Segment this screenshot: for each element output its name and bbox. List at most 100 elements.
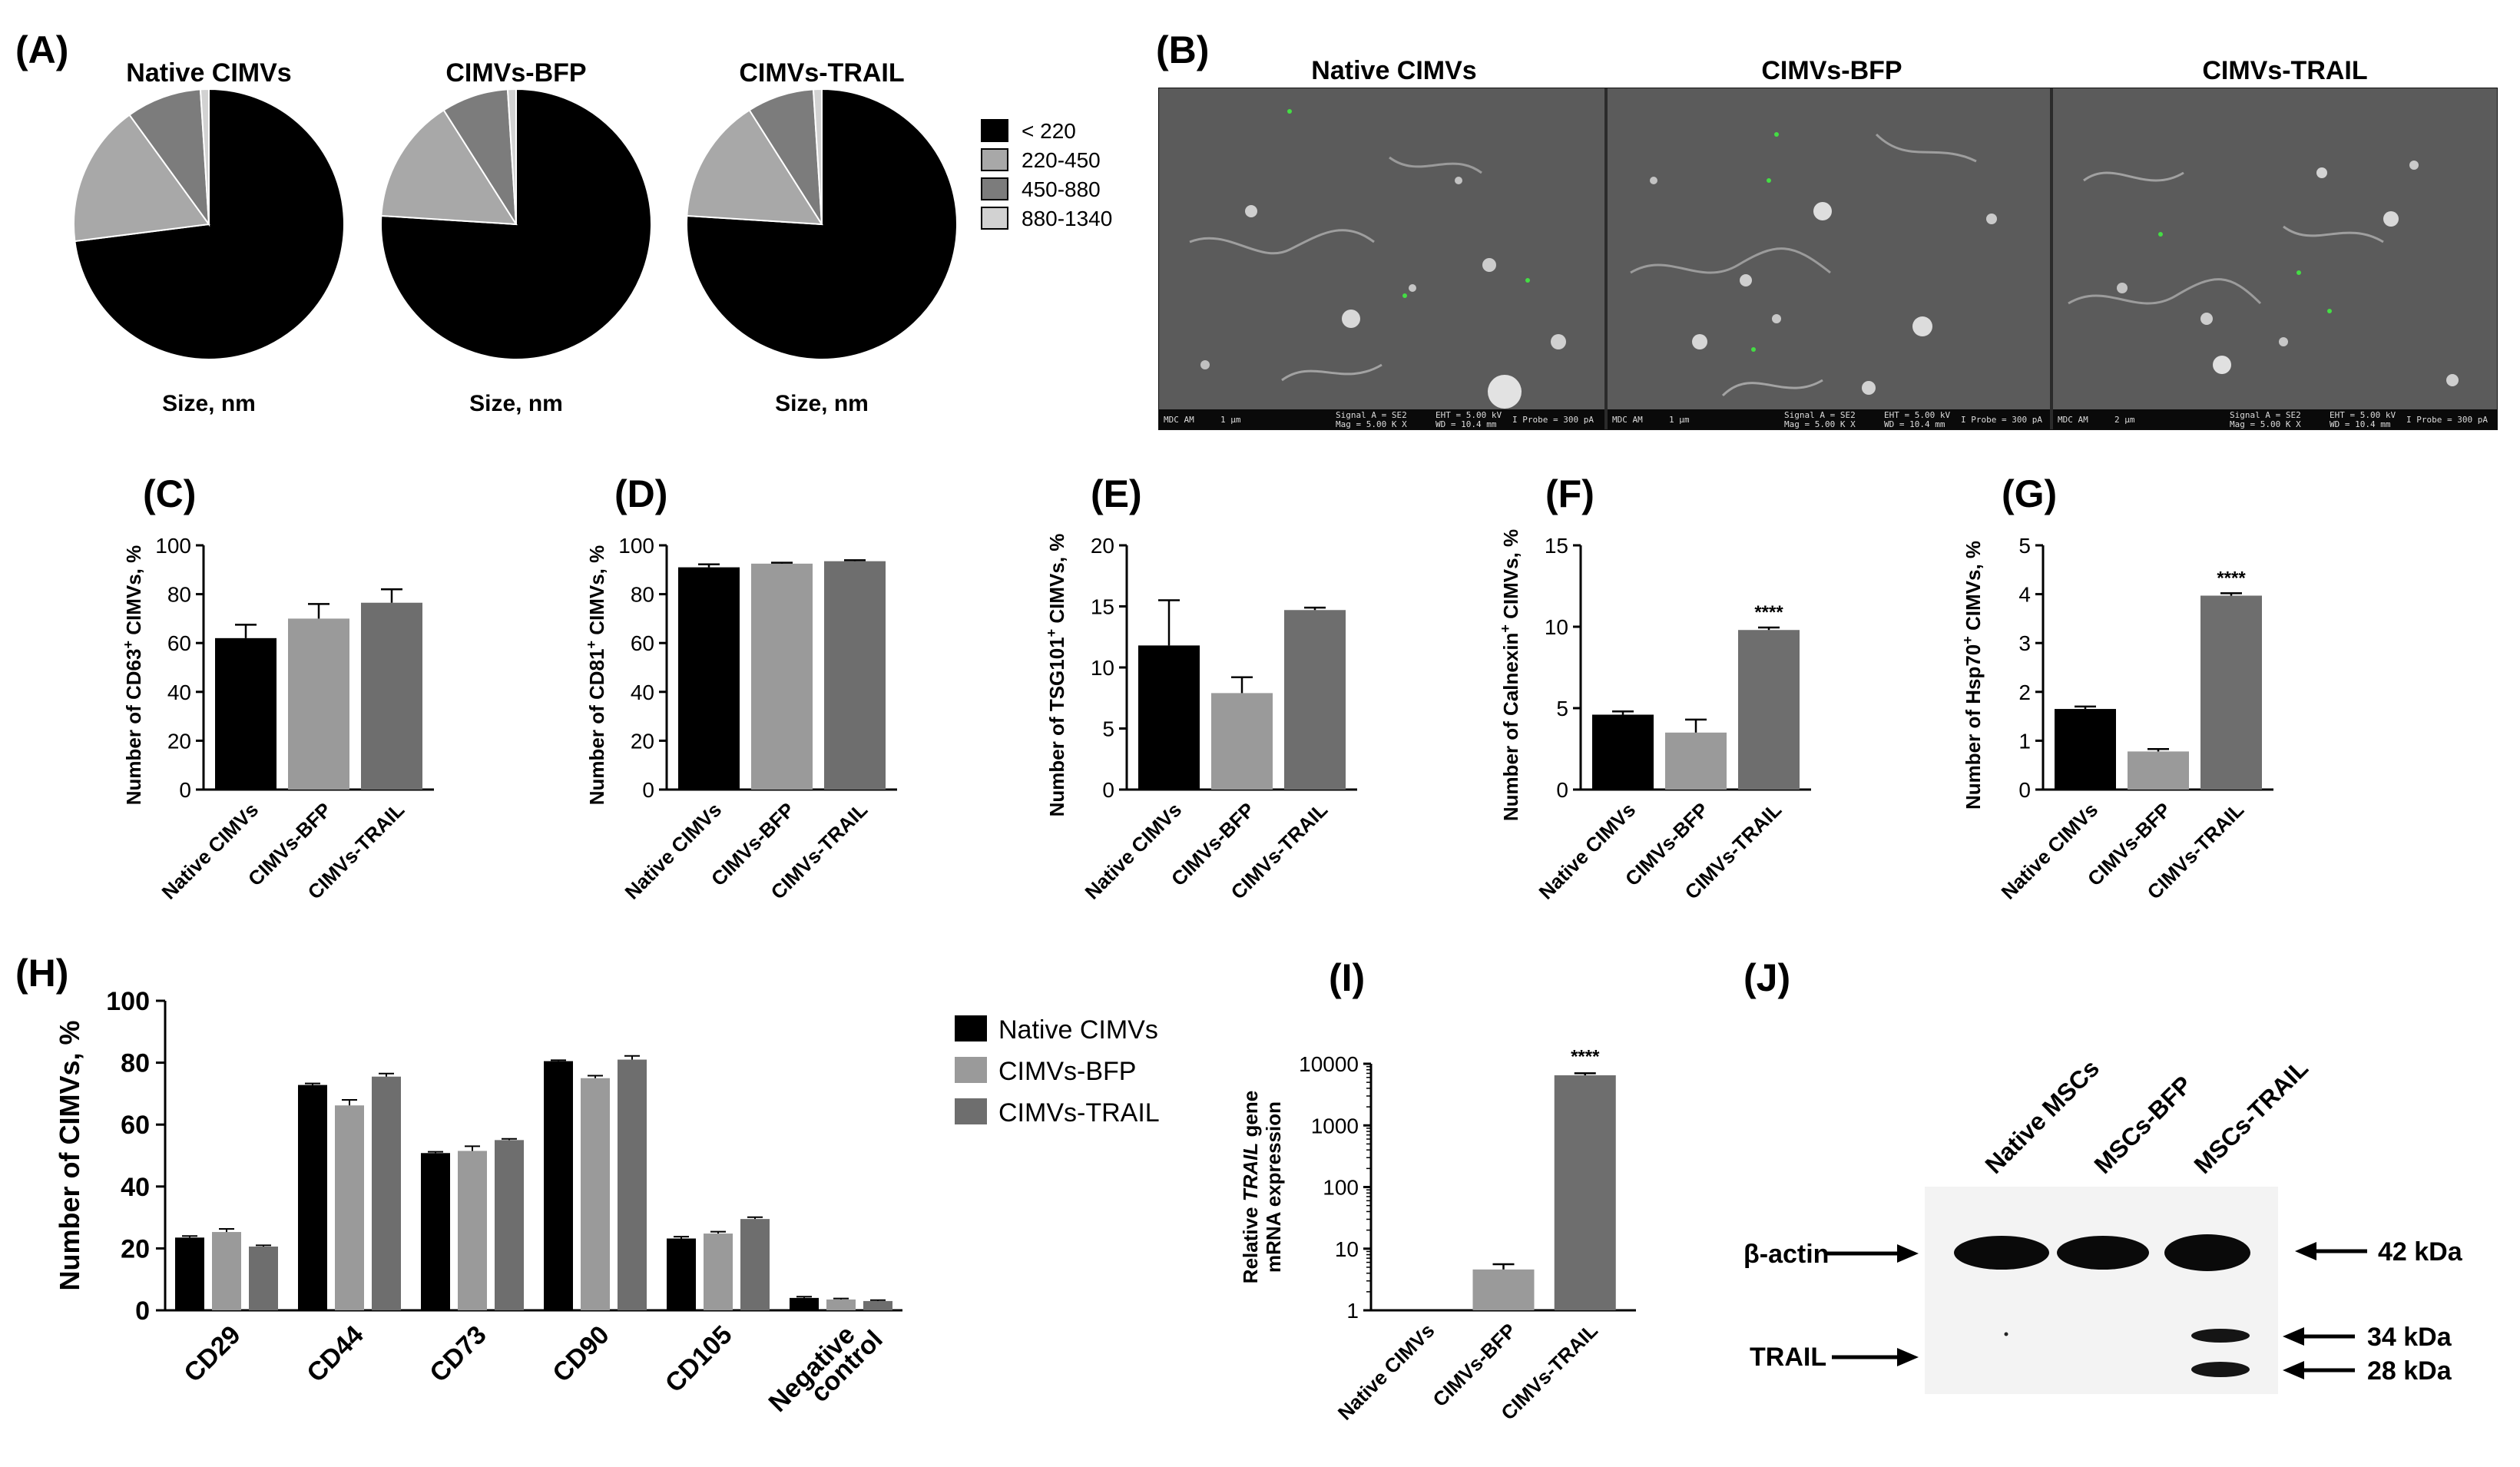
pie-chart-bfp: CIMVs-BFP Size, nm	[380, 58, 652, 416]
sem-bar-text: MDC AM	[1164, 415, 1194, 425]
y-tick-label: 3	[2018, 631, 2031, 655]
bar	[1472, 1269, 1535, 1310]
bar	[863, 1300, 892, 1310]
sem-bar-text: 1 µm	[1669, 415, 1690, 425]
sem-bar-text: Signal A = SE2	[1784, 410, 1856, 420]
y-tick-label: 100	[106, 987, 150, 1016]
x-tick-label: Native CIMVs	[157, 798, 263, 904]
y-tick-label: 80	[121, 1049, 150, 1078]
y-tick-label: 20	[121, 1234, 150, 1263]
bar	[751, 563, 813, 790]
bar	[249, 1246, 278, 1310]
x-tick-label: Native CIMVs	[1081, 798, 1187, 904]
x-tick-label: CD73	[424, 1320, 492, 1388]
y-axis-label: Number of CIMVs, %	[54, 1020, 85, 1290]
western-label-trail: TRAIL	[1750, 1343, 1826, 1372]
western-arrowhead-actin	[1897, 1244, 1919, 1263]
panel-label-f: (F)	[1545, 472, 1594, 515]
y-tick-label: 10	[1545, 615, 1568, 639]
sem-texture-native	[1189, 109, 1566, 409]
y-tick-label: 20	[167, 729, 191, 753]
sem-info-bar-bfp: MDC AM 1 µm Signal A = SE2 Mag = 5.00 K …	[1608, 409, 2050, 429]
bar	[288, 618, 349, 790]
y-tick-label: 0	[135, 1296, 150, 1326]
pie-title-bfp: CIMVs-BFP	[445, 58, 586, 88]
bar	[1138, 645, 1200, 790]
sem-bar-text: EHT = 5.00 kV	[1884, 410, 1951, 420]
pie-xlabel-bfp: Size, nm	[469, 391, 563, 416]
pie-legend-swatch-2	[981, 148, 1008, 171]
x-tick-label: Native CIMVs	[621, 798, 727, 904]
pie-slice	[686, 88, 958, 360]
y-tick-label: 0	[179, 778, 191, 802]
panel-label-g: (G)	[2002, 472, 2057, 515]
sem-micrographs: MDC AM 1 µm Signal A = SE2 Mag = 5.00 K …	[1158, 88, 2498, 430]
bar-chart-hsp70: 0 1 2 3 4 5 Number of Hsp70+ CIMVs, % Native CI…	[1960, 534, 2273, 904]
pie-legend-label-1: < 220	[1022, 119, 1076, 143]
western-lane-native: Native MSCs	[1979, 1054, 2104, 1179]
bar	[1592, 714, 1654, 790]
y-tick-label: 10	[1335, 1237, 1359, 1261]
pie-legend: < 220 220-450 450-880 880-1340	[981, 119, 1112, 230]
pie-slice	[506, 88, 517, 225]
western-arrowhead-28	[2283, 1361, 2304, 1379]
pie-slice	[380, 109, 518, 226]
bar	[175, 1237, 204, 1310]
bar	[1554, 1075, 1616, 1310]
panel-label-i: (I)	[1329, 956, 1365, 999]
pie-slices-native	[73, 88, 345, 360]
pie-slices-trail	[686, 88, 958, 360]
panel-label-h: (H)	[15, 952, 68, 995]
western-arrowhead-trail	[1897, 1348, 1919, 1366]
bar	[335, 1105, 364, 1310]
y-tick-label: 1	[2018, 729, 2031, 753]
bar	[618, 1059, 647, 1310]
sem-bar-text: MDC AM	[2058, 415, 2088, 425]
y-tick-label: 60	[167, 631, 191, 655]
x-tick-label: Native CIMVs	[1535, 798, 1641, 904]
bar	[458, 1151, 487, 1310]
pie-chart-trail: CIMVs-TRAIL Size, nm	[686, 58, 958, 416]
y-tick-label: 0	[1102, 778, 1114, 802]
sem-bar-text: Mag = 5.00 K X	[1336, 419, 1407, 429]
bar	[372, 1076, 401, 1310]
sem-image-trail: MDC AM 2 µm Signal A = SE2 Mag = 5.00 K …	[2053, 88, 2497, 429]
y-axis-label-part: CIMVs, %	[1499, 529, 1522, 624]
panel-label-e: (E)	[1091, 472, 1142, 515]
y-axis-label: Number of CD63+ CIMVs, %	[121, 545, 145, 805]
markers-legend-swatch-native	[955, 1015, 987, 1041]
significance-stars: ****	[1754, 602, 1783, 623]
sem-header-native: Native CIMVs	[1311, 56, 1476, 85]
pie-slice	[442, 88, 517, 225]
y-tick-label: 40	[167, 681, 191, 704]
bar	[740, 1219, 770, 1310]
y-axis-label-sup: +	[1498, 624, 1513, 633]
y-axis-label-sup: +	[1960, 636, 1975, 644]
bar-chart-cd63: 0 20 40 60 80 100 Number of CD63+ CIMVs, % Nati…	[121, 534, 434, 904]
pie-title-native: Native CIMVs	[126, 58, 291, 88]
pie-slice	[812, 88, 823, 225]
y-axis-label: Number of TSG101+ CIMVs, %	[1044, 534, 1068, 817]
pie-legend-swatch-1	[981, 119, 1008, 142]
y-tick-label: 0	[2018, 778, 2031, 802]
y-tick-label: 1	[1346, 1299, 1359, 1323]
pie-slice	[73, 114, 210, 243]
pie-legend-label-2: 220-450	[1022, 148, 1101, 172]
sem-info-bar-trail: MDC AM 2 µm Signal A = SE2 Mag = 5.00 K …	[2053, 409, 2497, 429]
sem-bar-text: Signal A = SE2	[2230, 410, 2301, 420]
sem-bar-text: 2 µm	[2114, 415, 2135, 425]
x-tick-label: CD105	[660, 1320, 738, 1399]
sem-bar-text: EHT = 5.00 kV	[2330, 410, 2396, 420]
y-axis-label-part: CIMVs, %	[1962, 541, 1985, 636]
panel-label-j: (J)	[1743, 956, 1790, 999]
pie-legend-swatch-3	[981, 177, 1008, 200]
panel-label-b: (B)	[1156, 28, 1209, 71]
log-bar-chart-trail-mrna: 1 10 100 1000 10000 Relative TRAIL gene mRNA e…	[1239, 1046, 1636, 1425]
bar	[826, 1299, 856, 1310]
sem-bar-text: WD = 10.4 mm	[1436, 419, 1497, 429]
sem-texture-bfp	[1630, 132, 1997, 397]
pie-legend-swatch-4	[981, 207, 1008, 230]
x-tick-label: CD90	[547, 1320, 614, 1388]
sem-image-bfp: MDC AM 1 µm Signal A = SE2 Mag = 5.00 K …	[1608, 88, 2050, 429]
y-tick-label: 4	[2018, 583, 2031, 607]
